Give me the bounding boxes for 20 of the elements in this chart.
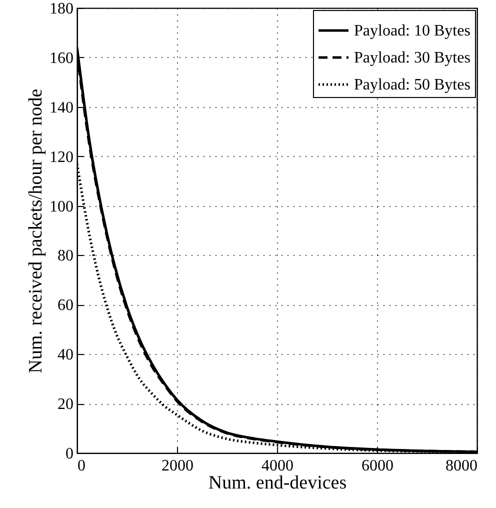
y-tick-label: 80 xyxy=(58,248,74,265)
y-tick-label: 140 xyxy=(50,99,74,116)
y-tick-label: 20 xyxy=(58,396,74,414)
y-tick-label: 160 xyxy=(50,50,74,67)
x-tick-label: 8000 xyxy=(446,458,478,474)
x-tick-label: 4000 xyxy=(262,458,294,474)
y-tick-label: 180 xyxy=(50,0,74,18)
x-tick-label: 2000 xyxy=(162,458,194,474)
legend-label: Payload: 50 Bytes xyxy=(354,76,470,94)
x-tick-label: 0 xyxy=(78,458,86,474)
y-tick-label: 100 xyxy=(50,198,74,216)
x-tick-label: 6000 xyxy=(362,458,394,474)
x-axis-title: Num. end-devices xyxy=(208,472,347,494)
y-tick-label: 60 xyxy=(58,297,74,314)
y-tick-label: 120 xyxy=(50,148,74,166)
y-tick-label: 40 xyxy=(58,346,74,364)
legend-label: Payload: 10 Bytes xyxy=(354,22,470,40)
y-tick-label: 0 xyxy=(66,446,74,462)
legend-label: Payload: 30 Bytes xyxy=(354,50,470,66)
y-axis-title: Num. received packets/hour per node xyxy=(26,88,46,374)
